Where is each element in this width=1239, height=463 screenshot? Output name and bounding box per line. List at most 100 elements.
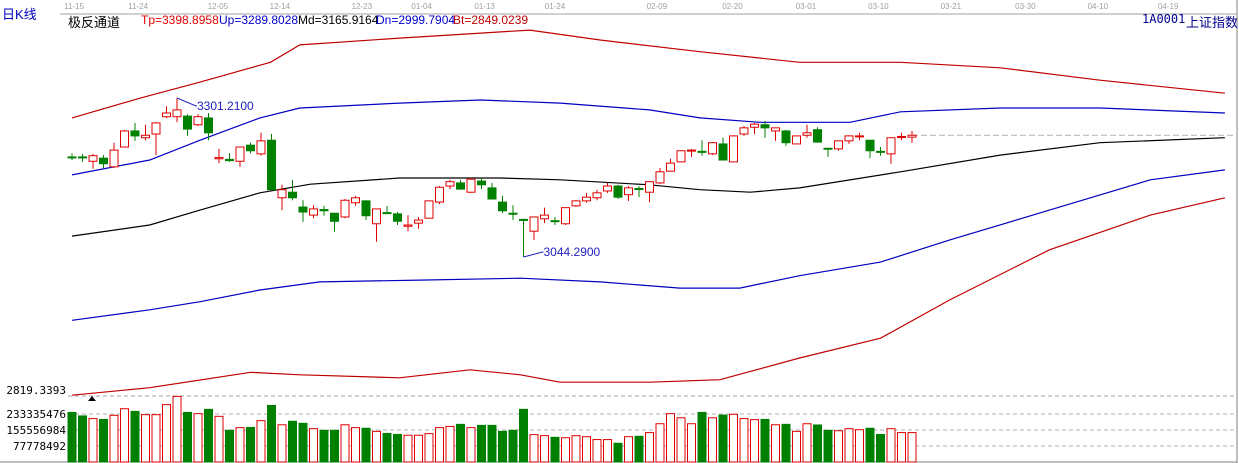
candle [529,216,539,240]
axis-labels: 2819.3393 233335476 155556984 77778492 [6,384,66,453]
candle [603,182,612,193]
candle [67,153,77,161]
volume-bar [120,408,129,463]
volume-bar [445,425,455,463]
volume-bar [193,413,203,463]
candle [676,150,686,163]
candle-body [151,122,161,135]
period-label[interactable]: 日K线 [2,7,37,22]
volume-bar [792,430,801,463]
candle [340,199,350,219]
annotation-leader [523,251,544,258]
candle-body [519,218,528,221]
candle-body [372,208,381,225]
candle [550,216,560,225]
candle-body [708,142,717,155]
candle [750,122,759,135]
candle-body [729,135,738,163]
candle [813,127,822,143]
candle [760,121,770,138]
candle-body [739,127,749,135]
candle-body [687,149,696,152]
volume-bar [88,418,98,463]
volume-bar [540,435,549,463]
candle [697,140,707,156]
indicator-dn: Dn=2999.7904 [376,13,456,27]
volume-bar [603,439,612,463]
candle-body [99,157,108,165]
volume-bar [571,435,581,463]
candle-body [393,213,402,222]
volume-bar [78,415,87,463]
volume-bar [393,433,402,463]
volume-bar [162,404,171,463]
price-axis-label: 2819.3393 [6,384,66,397]
volume-bar [277,424,287,463]
candle-body [67,156,77,159]
candle-body [676,150,686,163]
candle [372,208,381,242]
volume-bar [435,427,444,463]
candle-body [351,197,360,204]
channel-line-md [71,137,1225,237]
candle [277,184,287,211]
candle-body [78,156,87,159]
candle [298,200,308,222]
volume-bar [424,433,434,463]
volume-bar [225,429,234,463]
annotations: 3301.2100 3044.2900 [176,97,601,259]
date-tick-label: 01-04 [411,2,432,11]
candle [225,153,234,162]
volume-bar [708,417,717,463]
candle [498,195,507,214]
candle-body [750,123,759,128]
candle-body [141,134,150,139]
volume-bar [330,429,339,463]
candle [634,186,644,198]
candle [792,135,801,145]
price-annotation: 3044.2900 [544,245,601,259]
date-axis: 11-15 11-24 12-05 12-14 12-23 01-04 01-13 01-24… [64,2,1179,11]
candle-body [298,206,308,213]
volume-bar [550,436,560,463]
candle-body [330,212,339,222]
candle [193,114,203,126]
volume-bar [298,422,308,463]
volume-bar [844,428,854,463]
candle [781,129,791,146]
date-tick-label: 11-24 [128,2,148,11]
volume-bar [414,434,423,463]
candle-body [823,147,833,150]
candle-body [634,187,644,190]
candle [414,216,423,229]
volume-bar [508,429,518,463]
candle [645,181,654,203]
date-tick-label: 01-13 [474,2,495,11]
symbol-name: 上证指数 [1186,15,1239,30]
candle [708,142,717,156]
volume-bar [99,418,108,463]
volume-bar [582,436,591,463]
candle [540,207,549,224]
indicator-name[interactable]: 极反通道 [68,15,121,30]
volume-bar [288,420,297,463]
candle-body [414,219,423,224]
volume-bar [739,418,749,463]
candle [267,134,276,191]
candle-body [834,140,843,150]
candle [624,186,633,201]
indicator-bt: Bt=2849.0239 [453,13,529,27]
date-tick-label: 03-21 [941,2,962,11]
candle-body [561,207,570,225]
volume-bar [141,414,150,463]
volume-bar [151,414,161,463]
indicator-tp: Tp=3398.8958 [141,13,219,27]
volume-bar [834,430,843,463]
date-tick-label: 11-15 [64,2,84,11]
candle [655,168,665,185]
volume-bar [256,420,266,463]
volume-bar [687,423,696,463]
candle [886,137,896,164]
volume-bar [592,439,602,463]
